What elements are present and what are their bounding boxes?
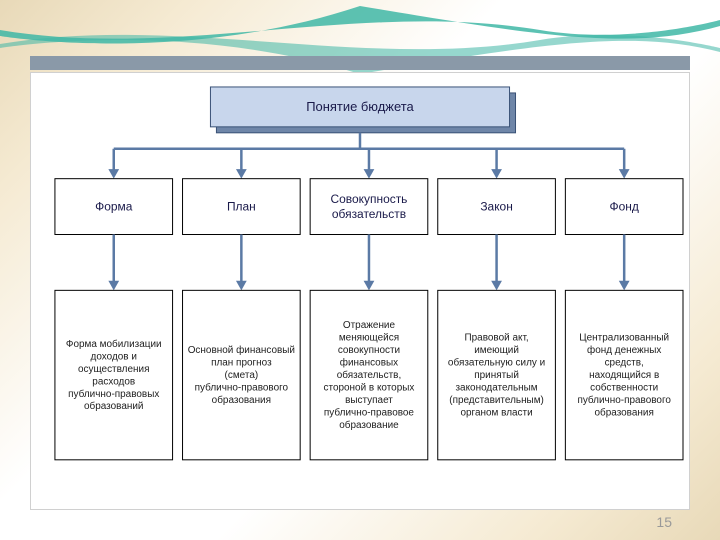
svg-text:Совокупностьобязательств: Совокупностьобязательств [331, 192, 408, 221]
svg-text:Закон: Закон [480, 200, 512, 214]
page-number: 15 [656, 514, 672, 530]
header-bar [30, 56, 690, 70]
svg-text:Форма: Форма [95, 200, 133, 214]
svg-text:Централизованныйфонд денежныхс: Централизованныйфонд денежныхсредств,нах… [577, 333, 671, 419]
svg-text:Понятие бюджета: Понятие бюджета [306, 99, 414, 114]
svg-text:План: План [227, 200, 256, 214]
diagram-panel: Понятие бюджетаФормаФорма мобилизациидох… [30, 72, 690, 510]
svg-text:Фонд: Фонд [610, 200, 639, 214]
tree-diagram: Понятие бюджетаФормаФорма мобилизациидох… [31, 73, 689, 510]
slide: Понятие бюджетаФормаФорма мобилизациидох… [0, 0, 720, 540]
